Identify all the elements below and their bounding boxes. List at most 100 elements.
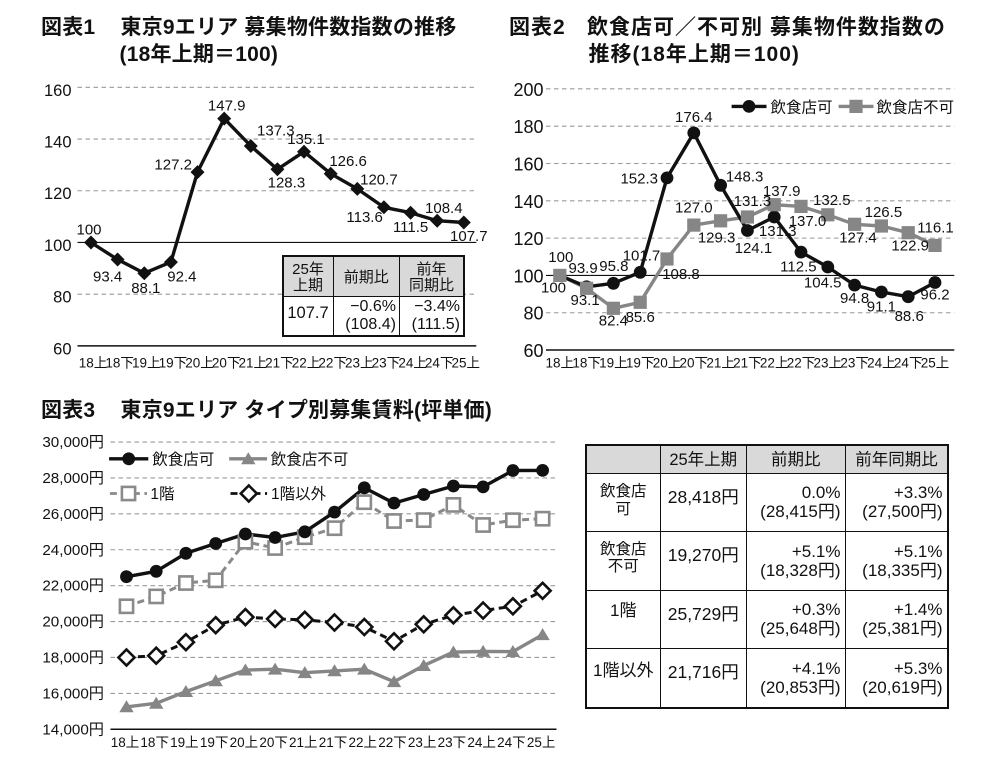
svg-text:80: 80 (53, 289, 71, 307)
svg-text:127.4: 127.4 (839, 230, 877, 247)
svg-text:19下: 19下 (159, 356, 188, 371)
svg-text:129.3: 129.3 (698, 230, 736, 247)
svg-text:24上: 24上 (467, 735, 496, 750)
svg-text:108.8: 108.8 (662, 266, 700, 283)
svg-text:20下: 20下 (680, 356, 709, 371)
svg-text:124.1: 124.1 (735, 240, 773, 257)
svg-text:100: 100 (541, 279, 566, 296)
svg-text:122.9: 122.9 (891, 238, 929, 255)
svg-text:82.4: 82.4 (599, 312, 628, 329)
svg-text:23下: 23下 (372, 356, 401, 371)
svg-text:20上: 20上 (653, 356, 682, 371)
svg-text:16,000円: 16,000円 (42, 685, 104, 702)
svg-text:116.1: 116.1 (917, 219, 953, 236)
svg-text:25上: 25上 (452, 356, 481, 371)
svg-text:127.0: 127.0 (675, 200, 713, 217)
svg-text:95.8: 95.8 (599, 258, 628, 275)
svg-text:22下: 22下 (318, 356, 347, 371)
svg-text:20上: 20上 (185, 356, 214, 371)
svg-text:137.3: 137.3 (257, 123, 295, 140)
svg-text:19上: 19上 (170, 735, 199, 750)
svg-text:107.7: 107.7 (450, 228, 488, 245)
svg-text:24上: 24上 (867, 356, 896, 371)
svg-text:152.3: 152.3 (620, 171, 658, 188)
svg-text:19上: 19上 (132, 356, 161, 371)
svg-text:200: 200 (513, 80, 543, 100)
svg-text:飲食店不可: 飲食店不可 (271, 450, 349, 468)
svg-text:26,000円: 26,000円 (42, 506, 104, 523)
svg-text:18,000円: 18,000円 (42, 650, 104, 667)
svg-text:飲食店不可: 飲食店不可 (877, 98, 955, 116)
svg-text:93.9: 93.9 (568, 260, 597, 277)
svg-text:23上: 23上 (408, 735, 437, 750)
svg-text:23下: 23下 (840, 356, 869, 371)
svg-text:120.7: 120.7 (360, 171, 398, 188)
svg-text:24下: 24下 (894, 356, 923, 371)
svg-text:23上: 23上 (814, 356, 843, 371)
svg-text:160: 160 (44, 82, 72, 100)
svg-text:132.5: 132.5 (813, 192, 851, 209)
svg-text:60: 60 (523, 341, 543, 361)
svg-text:22上: 22上 (349, 735, 378, 750)
svg-text:85.6: 85.6 (626, 309, 655, 326)
svg-text:176.4: 176.4 (675, 109, 713, 126)
svg-text:23下: 23下 (438, 735, 467, 750)
svg-text:21上: 21上 (239, 356, 268, 371)
svg-text:22,000円: 22,000円 (42, 578, 104, 595)
svg-text:飲食店可: 飲食店可 (152, 450, 214, 468)
svg-text:113.6: 113.6 (346, 209, 382, 226)
svg-text:21下: 21下 (319, 735, 348, 750)
svg-text:18下: 18下 (105, 356, 134, 371)
svg-text:100: 100 (513, 266, 543, 286)
svg-text:25上: 25上 (527, 735, 556, 750)
svg-text:28,000円: 28,000円 (42, 470, 104, 487)
svg-text:160: 160 (513, 155, 543, 175)
svg-text:20下: 20下 (259, 735, 288, 750)
svg-text:127.2: 127.2 (154, 156, 192, 173)
svg-text:24上: 24上 (398, 356, 427, 371)
svg-text:126.6: 126.6 (329, 153, 367, 170)
svg-text:1階以外: 1階以外 (271, 485, 327, 503)
svg-text:18上: 18上 (79, 356, 108, 371)
svg-text:22下: 22下 (787, 356, 816, 371)
svg-text:14,000円: 14,000円 (42, 721, 104, 738)
svg-text:80: 80 (523, 304, 543, 324)
svg-text:147.9: 147.9 (208, 98, 246, 115)
svg-text:101.7: 101.7 (623, 247, 661, 264)
svg-text:93.4: 93.4 (93, 268, 122, 285)
svg-text:20下: 20下 (212, 356, 241, 371)
svg-text:20上: 20上 (230, 735, 259, 750)
svg-text:148.3: 148.3 (726, 169, 764, 186)
svg-text:30,000円: 30,000円 (42, 434, 104, 451)
svg-text:120: 120 (513, 229, 543, 249)
svg-text:93.1: 93.1 (570, 292, 599, 309)
svg-text:18上: 18上 (111, 735, 140, 750)
svg-text:18下: 18下 (140, 735, 169, 750)
svg-text:137.9: 137.9 (763, 183, 801, 200)
svg-text:91.1: 91.1 (867, 298, 896, 315)
svg-text:135.1: 135.1 (287, 131, 325, 148)
svg-text:20,000円: 20,000円 (42, 614, 104, 631)
svg-text:19下: 19下 (200, 735, 229, 750)
svg-text:88.6: 88.6 (895, 308, 924, 325)
svg-text:131.3: 131.3 (759, 223, 797, 240)
svg-text:100: 100 (76, 222, 101, 239)
svg-text:100: 100 (548, 249, 573, 266)
svg-text:131.3: 131.3 (734, 193, 772, 210)
svg-text:22上: 22上 (292, 356, 321, 371)
svg-text:108.4: 108.4 (425, 200, 463, 217)
svg-text:120: 120 (44, 185, 72, 203)
svg-text:140: 140 (513, 192, 543, 212)
svg-text:126.5: 126.5 (865, 204, 903, 221)
svg-text:92.4: 92.4 (167, 269, 196, 286)
svg-text:21上: 21上 (706, 356, 735, 371)
svg-text:19下: 19下 (626, 356, 655, 371)
svg-text:111.5: 111.5 (393, 219, 428, 236)
svg-text:140: 140 (44, 134, 72, 152)
svg-text:22上: 22上 (760, 356, 789, 371)
svg-text:18下: 18下 (572, 356, 601, 371)
svg-text:19上: 19上 (599, 356, 628, 371)
svg-text:24下: 24下 (497, 735, 526, 750)
svg-text:24,000円: 24,000円 (42, 542, 104, 559)
svg-text:100: 100 (44, 237, 72, 255)
